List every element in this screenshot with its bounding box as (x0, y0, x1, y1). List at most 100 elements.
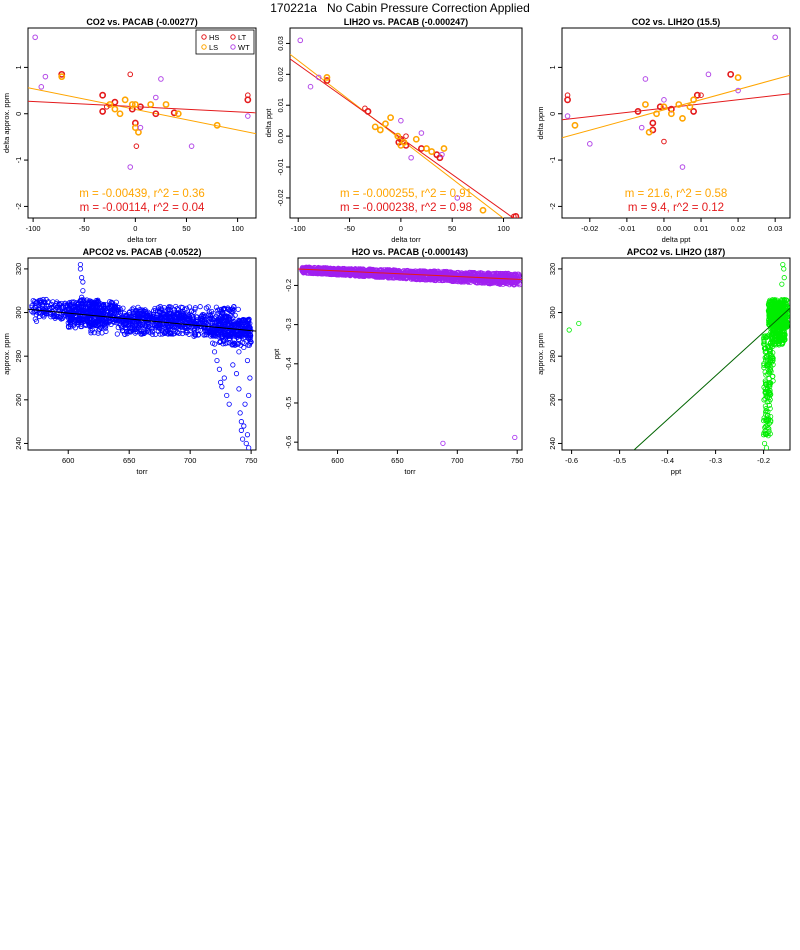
data-point (395, 273, 401, 280)
data-point (324, 271, 330, 277)
data-point (783, 303, 789, 309)
data-point-ls (213, 121, 221, 129)
data-point (188, 325, 194, 331)
data-point (360, 272, 366, 279)
data-point (767, 397, 773, 403)
data-point-hs (99, 108, 107, 115)
data-point (767, 357, 774, 364)
data-point-ls (653, 110, 660, 118)
data-point (89, 308, 95, 314)
x-axis-label: torr (136, 467, 148, 476)
y-tick-label: 0 (14, 112, 23, 116)
chart-p1: CO2 vs. PACAB (-0.00277) -100 -50 0 50 100 -2 -… (2, 17, 257, 244)
data-point (30, 310, 36, 316)
data-point (357, 273, 363, 279)
data-point (238, 427, 244, 433)
x-tick-label: 750 (245, 456, 258, 465)
x-tick-label: -0.02 (581, 224, 598, 233)
data-point (42, 299, 48, 306)
x-tick-label: 0.01 (694, 224, 709, 233)
data-point (58, 304, 65, 311)
data-point (206, 327, 213, 333)
data-point (305, 270, 311, 276)
data-point (424, 271, 430, 277)
data-point (781, 275, 787, 281)
data-point-ls (440, 145, 448, 152)
data-point (760, 432, 767, 438)
data-point (236, 386, 242, 392)
data-point (783, 297, 789, 303)
data-point (152, 331, 159, 337)
chart-title: APCO2 vs. LIH2O (187) (627, 247, 726, 257)
data-point-ls (323, 74, 331, 81)
fit-annotation: m = -0.00114, r^2 = 0.04 (80, 202, 205, 214)
x-tick-label: 600 (331, 456, 344, 465)
fit-annotation: m = -0.00439, r^2 = 0.36 (79, 188, 205, 200)
data-point-wt (735, 87, 741, 94)
y-tick-label: 320 (14, 263, 23, 276)
plot-frame (289, 27, 523, 219)
data-point-ls (131, 101, 139, 108)
data-point (215, 307, 221, 313)
data-point (238, 322, 245, 328)
data-point (763, 334, 769, 341)
data-point (212, 341, 218, 347)
y-tick-label: -0.2 (284, 279, 293, 292)
data-point (367, 266, 373, 273)
x-tick-label: 700 (184, 456, 197, 465)
chart-p3: CO2 vs. LIH2O (15.5) -0.02 -0.01 0.00 0.01 0.… (536, 17, 791, 244)
data-point-ls (734, 74, 742, 81)
data-point (773, 342, 779, 348)
x-tick-label: 750 (511, 456, 524, 465)
legend-label: LS (209, 43, 218, 52)
data-point (380, 274, 387, 280)
data-point (174, 310, 181, 316)
data-point (165, 323, 171, 329)
data-point (763, 423, 769, 429)
data-point-wt (587, 141, 593, 147)
data-point (130, 305, 137, 311)
data-point-ls (423, 145, 430, 152)
y-tick-label: 1 (14, 65, 23, 69)
data-point (506, 279, 512, 285)
data-point (761, 397, 767, 403)
data-point (763, 445, 770, 450)
data-point (491, 271, 497, 277)
data-point (77, 266, 84, 272)
x-tick-label: 100 (497, 224, 510, 233)
data-point (779, 297, 785, 304)
y-tick-label: -2 (14, 203, 23, 210)
data-point (71, 299, 77, 305)
data-point-hs (433, 151, 441, 159)
data-point (779, 281, 785, 287)
data-point (776, 306, 782, 312)
data-point (246, 332, 252, 338)
data-point (768, 326, 774, 332)
data-point (122, 321, 128, 327)
data-point (195, 332, 201, 338)
data-point (576, 320, 582, 327)
chart-p6: APCO2 vs. LIH2O (187) -0.6 -0.5 -0.4 -0.3 -0.… (536, 247, 791, 476)
y-tick-label: -2 (548, 203, 557, 210)
y-tick-label: -0.02 (276, 189, 285, 206)
data-point (126, 310, 132, 316)
data-point (214, 357, 220, 364)
x-tick-label: -0.6 (565, 456, 578, 465)
data-point (174, 310, 180, 316)
data-point-wt (153, 94, 159, 101)
data-point (58, 316, 64, 322)
data-point (761, 339, 767, 345)
data-point-ls (394, 132, 402, 140)
data-point (509, 280, 515, 286)
data-point (103, 325, 109, 331)
data-point (247, 335, 253, 341)
data-point (766, 309, 772, 315)
data-point (772, 297, 778, 304)
data-point (157, 315, 163, 322)
chart-p5: H2O vs. PACAB (-0.000143) 600 650 700 750 -0.… (272, 247, 523, 476)
data-point (134, 325, 141, 331)
chart-title: CO2 vs. PACAB (-0.00277) (86, 17, 197, 27)
data-point (101, 304, 107, 310)
data-point (52, 314, 58, 320)
data-point (768, 364, 774, 370)
